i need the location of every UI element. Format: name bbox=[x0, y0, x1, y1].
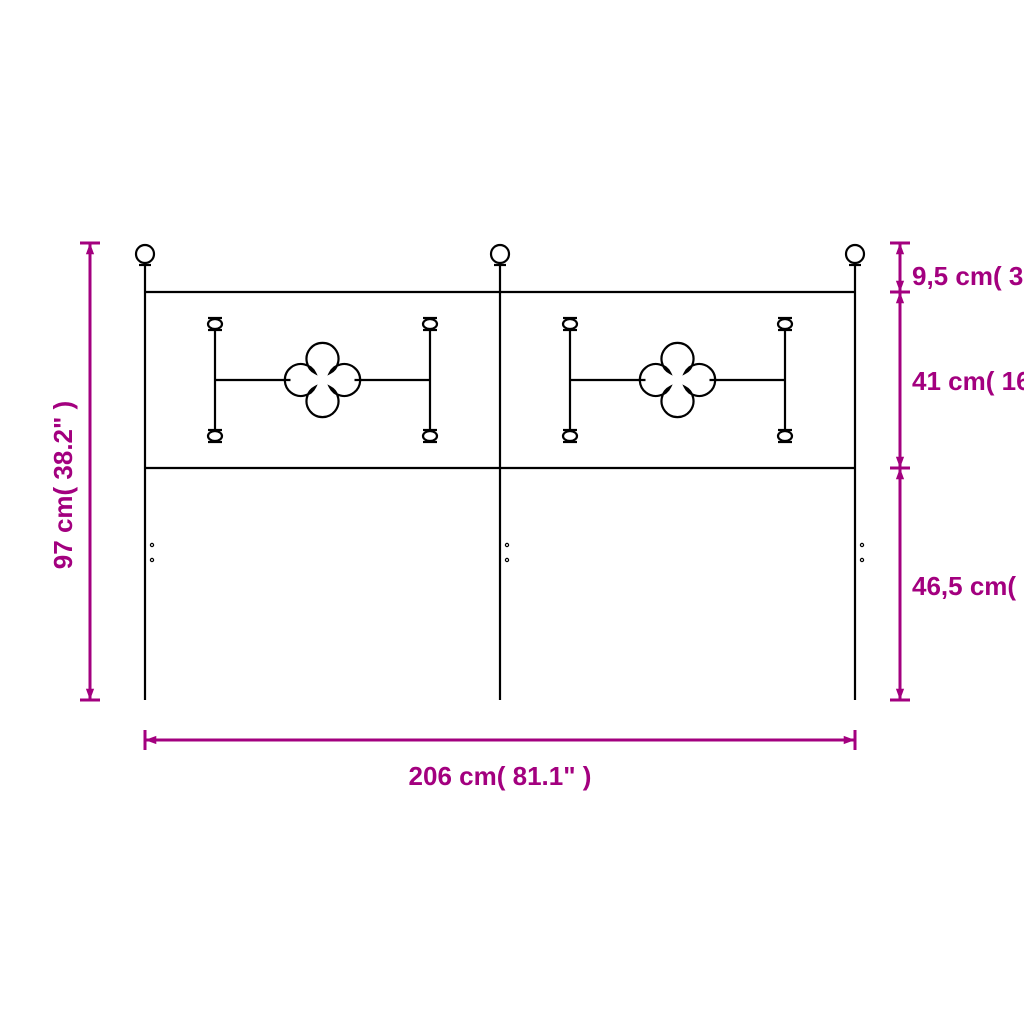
bead-1-1-0 bbox=[778, 319, 792, 329]
bead-1-1-1 bbox=[778, 431, 792, 441]
clover-1 bbox=[640, 343, 715, 417]
bead-0-1-0 bbox=[423, 319, 437, 329]
dim-text-width-total: 206 cm( 81.1" ) bbox=[409, 761, 592, 791]
dim-text-leg-h: 46,5 cm( 18.3" ) bbox=[912, 571, 1024, 601]
dim-text-panel-h: 41 cm( 16.1" ) bbox=[912, 366, 1024, 396]
dimension-annotations: 97 cm( 38.2" ) 206 cm( 81.1" ) 9,5 cm( 3.7… bbox=[48, 243, 1024, 791]
dim-right-seg-0 bbox=[896, 243, 904, 292]
screw-hole-2-0 bbox=[860, 543, 863, 546]
bead-0-0-1 bbox=[208, 431, 222, 441]
screw-hole-0-0 bbox=[150, 543, 153, 546]
dim-right-seg-1 bbox=[896, 292, 904, 468]
finial-ball-0 bbox=[136, 245, 154, 263]
dim-text-top-gap: 9,5 cm( 3.7" ) bbox=[912, 261, 1024, 291]
bead-0-0-0 bbox=[208, 319, 222, 329]
screw-hole-0-1 bbox=[150, 558, 153, 561]
clover-0 bbox=[285, 343, 360, 417]
dim-bot-line bbox=[145, 736, 855, 744]
finial-ball-1 bbox=[491, 245, 509, 263]
bead-0-1-1 bbox=[423, 431, 437, 441]
dim-text-height-total: 97 cm( 38.2" ) bbox=[48, 401, 78, 569]
headboard-drawing bbox=[136, 245, 864, 700]
screw-hole-1-0 bbox=[505, 543, 508, 546]
dim-left-line bbox=[86, 243, 94, 700]
screw-hole-2-1 bbox=[860, 558, 863, 561]
finial-ball-2 bbox=[846, 245, 864, 263]
bead-1-0-0 bbox=[563, 319, 577, 329]
dim-right-seg-2 bbox=[896, 468, 904, 700]
bead-1-0-1 bbox=[563, 431, 577, 441]
screw-hole-1-1 bbox=[505, 558, 508, 561]
